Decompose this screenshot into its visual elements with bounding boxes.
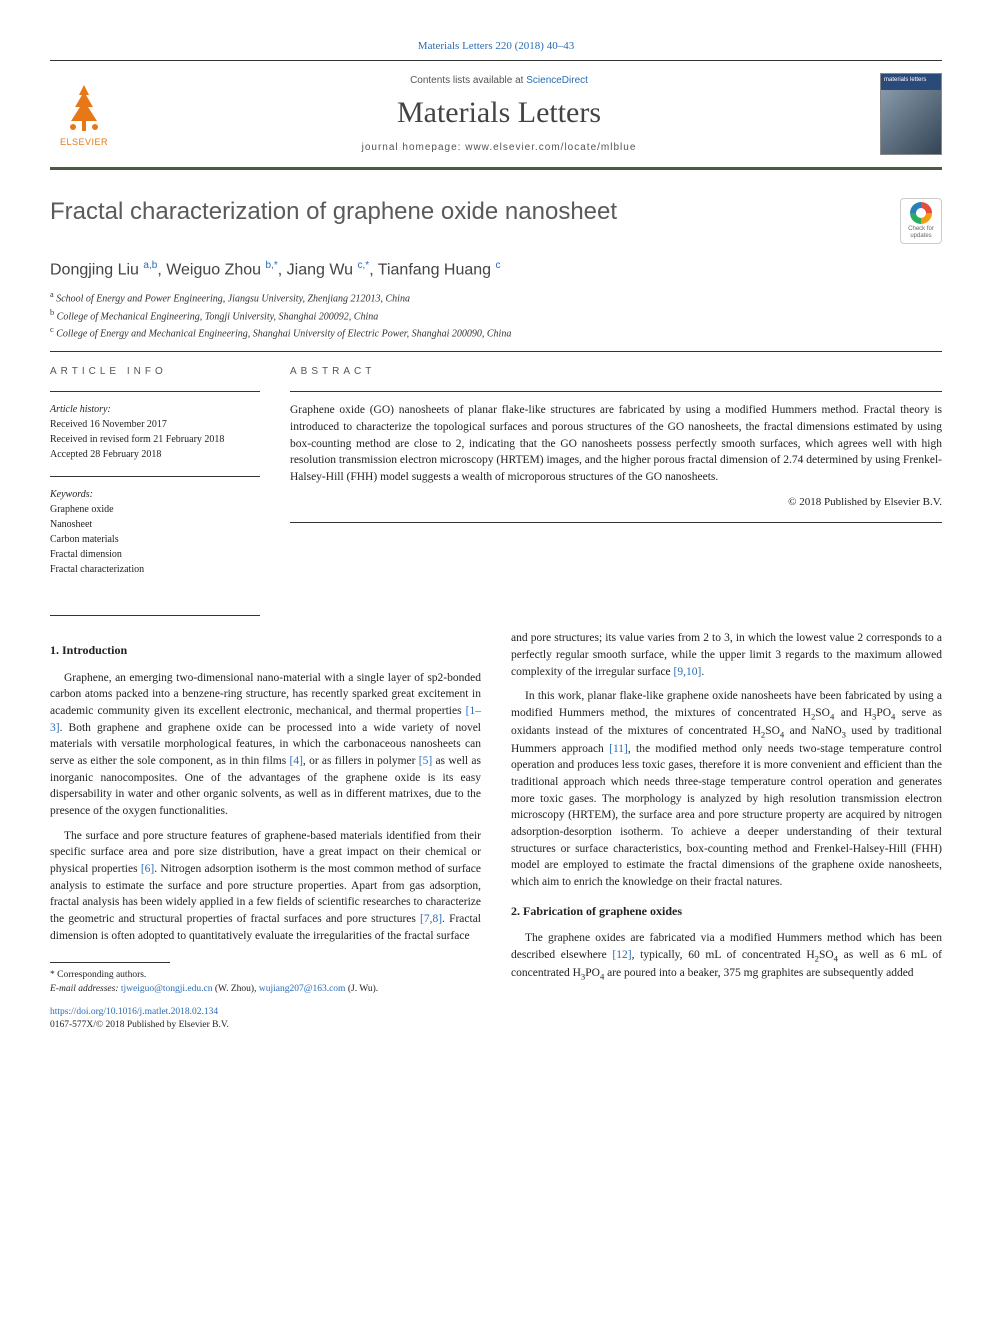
- header-center: Contents lists available at ScienceDirec…: [118, 75, 880, 153]
- article-info-column: ARTICLE INFO Article history: Received 1…: [50, 366, 260, 591]
- keywords-label: Keywords:: [50, 487, 260, 502]
- journal-cover-thumb: materials letters: [880, 73, 942, 155]
- section-1-heading: 1. Introduction: [50, 642, 481, 659]
- journal-name: Materials Letters: [118, 96, 880, 130]
- citation-line: Materials Letters 220 (2018) 40–43: [50, 40, 942, 52]
- abstract-rule: [290, 391, 942, 392]
- info-abstract-row: ARTICLE INFO Article history: Received 1…: [50, 366, 942, 591]
- sciencedirect-link[interactable]: ScienceDirect: [526, 75, 588, 86]
- email-label: E-mail addresses:: [50, 984, 119, 994]
- check-updates-text: Check for updates: [904, 226, 938, 239]
- homepage-prefix: journal homepage:: [362, 142, 466, 153]
- left-column: 1. Introduction Graphene, an emerging tw…: [50, 630, 481, 1032]
- keyword: Fractal dimension: [50, 547, 260, 562]
- contents-prefix: Contents lists available at: [410, 75, 526, 86]
- elsevier-text: ELSEVIER: [60, 137, 108, 147]
- cover-label: materials letters: [881, 74, 941, 90]
- affiliation-b: b College of Mechanical Engineering, Ton…: [50, 307, 942, 324]
- abstract-column: ABSTRACT Graphene oxide (GO) nanosheets …: [290, 366, 942, 591]
- affiliation-a: a School of Energy and Power Engineering…: [50, 289, 942, 306]
- history-label: Article history:: [50, 402, 260, 417]
- page: Materials Letters 220 (2018) 40–43 ELSEV…: [0, 0, 992, 1073]
- doi-block: https://doi.org/10.1016/j.matlet.2018.02…: [50, 1006, 481, 1033]
- homepage-line: journal homepage: www.elsevier.com/locat…: [118, 142, 880, 153]
- corresponding-footnote: * Corresponding authors. E-mail addresse…: [50, 969, 481, 996]
- cover-image: [881, 90, 941, 154]
- abstract-label: ABSTRACT: [290, 366, 942, 377]
- aff-b-text: College of Mechanical Engineering, Tongj…: [57, 311, 379, 322]
- email-line: E-mail addresses: tjweiguo@tongji.edu.cn…: [50, 983, 481, 996]
- elsevier-logo: ELSEVIER: [50, 75, 118, 153]
- title-row: Fractal characterization of graphene oxi…: [50, 198, 942, 244]
- body-columns: 1. Introduction Graphene, an emerging tw…: [50, 630, 942, 1032]
- info-rule-2: [50, 476, 260, 477]
- email-who-1: (W. Zhou),: [215, 984, 257, 994]
- paragraph: The graphene oxides are fabricated via a…: [511, 930, 942, 982]
- abstract-text: Graphene oxide (GO) nanosheets of planar…: [290, 402, 942, 485]
- email-who-2: (J. Wu).: [348, 984, 378, 994]
- article-info-label: ARTICLE INFO: [50, 366, 260, 377]
- info-bottom-rule: [50, 615, 260, 616]
- authors-line: Dongjing Liu a,b, Weiguo Zhou b,*, Jiang…: [50, 260, 942, 279]
- email-link-2[interactable]: wujiang207@163.com: [259, 984, 346, 994]
- affiliations: a School of Energy and Power Engineering…: [50, 289, 942, 341]
- keywords-block: Keywords: Graphene oxide Nanosheet Carbo…: [50, 487, 260, 577]
- article-history: Article history: Received 16 November 20…: [50, 402, 260, 462]
- journal-header: ELSEVIER Contents lists available at Sci…: [50, 61, 942, 170]
- affiliation-c: c College of Energy and Mechanical Engin…: [50, 324, 942, 341]
- aff-c-text: College of Energy and Mechanical Enginee…: [56, 328, 511, 339]
- footnote-rule: [50, 962, 170, 963]
- abstract-bottom-rule: [290, 522, 942, 523]
- revised-date: Received in revised form 21 February 201…: [50, 432, 260, 447]
- article-title: Fractal characterization of graphene oxi…: [50, 198, 617, 226]
- keyword: Nanosheet: [50, 517, 260, 532]
- received-date: Received 16 November 2017: [50, 417, 260, 432]
- paragraph: The surface and pore structure features …: [50, 828, 481, 945]
- aff-a-text: School of Energy and Power Engineering, …: [56, 294, 410, 305]
- crossmark-icon: [910, 202, 932, 224]
- check-updates-badge[interactable]: Check for updates: [900, 198, 942, 244]
- homepage-url[interactable]: www.elsevier.com/locate/mlblue: [465, 142, 636, 153]
- keyword: Fractal characterization: [50, 562, 260, 577]
- issn-line: 0167-577X/© 2018 Published by Elsevier B…: [50, 1020, 229, 1030]
- elsevier-tree-icon: [59, 81, 109, 137]
- divider: [50, 351, 942, 352]
- paragraph: Graphene, an emerging two-dimensional na…: [50, 670, 481, 820]
- accepted-date: Accepted 28 February 2018: [50, 447, 260, 462]
- paragraph: In this work, planar flake-like graphene…: [511, 688, 942, 890]
- contents-line: Contents lists available at ScienceDirec…: [118, 75, 880, 86]
- section-2-heading: 2. Fabrication of graphene oxides: [511, 903, 942, 920]
- keyword: Carbon materials: [50, 532, 260, 547]
- corresponding-label: * Corresponding authors.: [50, 969, 481, 982]
- doi-link[interactable]: https://doi.org/10.1016/j.matlet.2018.02…: [50, 1007, 218, 1017]
- paragraph: and pore structures; its value varies fr…: [511, 630, 942, 680]
- email-link-1[interactable]: tjweiguo@tongji.edu.cn: [121, 984, 213, 994]
- right-column: and pore structures; its value varies fr…: [511, 630, 942, 1032]
- keyword: Graphene oxide: [50, 502, 260, 517]
- info-rule: [50, 391, 260, 392]
- abstract-copyright: © 2018 Published by Elsevier B.V.: [290, 496, 942, 508]
